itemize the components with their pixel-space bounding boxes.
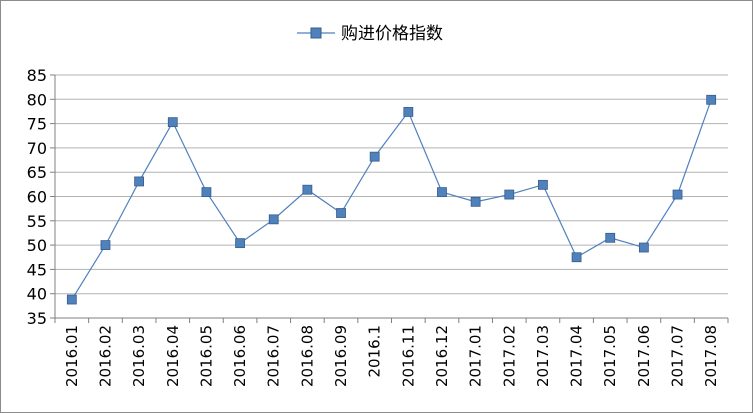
series-group (66, 94, 717, 305)
data-point-2017.08 (706, 94, 717, 105)
x-tick-label-2016.04: 2016.04 (164, 325, 182, 387)
data-point-2016.02 (100, 240, 111, 251)
data-point-2016.06 (235, 238, 245, 249)
data-point-2016.1 (369, 151, 380, 162)
y-tick-label-65: 65 (27, 163, 47, 182)
data-point-2016.09 (336, 208, 346, 218)
y-tick-label-40: 40 (27, 285, 47, 304)
x-tick-label-2016.03: 2016.03 (130, 325, 148, 387)
data-point-2016.12 (437, 187, 447, 198)
gridlines (55, 74, 728, 295)
x-tick-label-2016.05: 2016.05 (197, 325, 215, 387)
y-tick-label-55: 55 (27, 212, 47, 231)
series-line (71, 99, 712, 300)
y-axis-ticks: 35 40 45 50 55 60 65 70 75 80 85 (27, 66, 55, 328)
x-tick-label-2017.08: 2017.08 (702, 325, 720, 387)
data-point-2017.04 (571, 252, 582, 263)
y-tick-label-85: 85 (27, 66, 47, 85)
legend-marker-icon (310, 27, 322, 39)
x-tick-label-2016.09: 2016.09 (332, 325, 350, 387)
x-tick-label-2017.07: 2017.07 (669, 325, 687, 387)
data-point-2016.11 (403, 107, 414, 117)
x-tick-label-2016.1: 2016.1 (366, 325, 384, 378)
x-tick-label-2016.11: 2016.11 (399, 325, 417, 387)
data-point-2017.02 (504, 189, 515, 200)
data-point-2016.07 (268, 214, 279, 225)
data-point-2017.01 (470, 196, 481, 207)
x-tick-label-2016.02: 2016.02 (96, 325, 114, 387)
x-tick-label-2016.07: 2016.07 (265, 325, 283, 387)
data-point-2017.05 (605, 232, 616, 243)
x-tick-label-2016.06: 2016.06 (231, 325, 249, 387)
x-tick-label-2016.08: 2016.08 (298, 325, 316, 387)
legend: 购进价格指数 (297, 24, 443, 44)
x-axis-ticks: 2016.01 2016.02 2016.03 2016.04 2016.05 2016.… (54, 318, 729, 387)
y-tick-label-70: 70 (27, 139, 47, 158)
data-point-2016.05 (201, 187, 212, 198)
x-tick-label-2017.03: 2017.03 (534, 325, 552, 387)
data-point-2017.06 (638, 242, 649, 253)
y-tick-label-60: 60 (27, 188, 47, 207)
y-tick-label-75: 75 (27, 115, 47, 134)
x-tick-label-2016.01: 2016.01 (63, 325, 81, 387)
data-point-2016.01 (66, 294, 77, 305)
data-point-2017.07 (672, 189, 683, 200)
data-point-2017.03 (538, 179, 548, 190)
x-tick-label-2017.04: 2017.04 (568, 325, 586, 387)
x-tick-label-2016.12: 2016.12 (433, 325, 451, 387)
y-tick-label-45: 45 (27, 260, 47, 279)
data-point-2016.08 (302, 184, 313, 195)
y-tick-label-50: 50 (27, 236, 47, 255)
legend-label: 购进价格指数 (341, 24, 443, 44)
x-tick-label-2017.02: 2017.02 (500, 325, 518, 387)
x-tick-label-2017.01: 2017.01 (467, 325, 485, 387)
y-tick-label-80: 80 (27, 90, 47, 109)
x-tick-label-2017.06: 2017.06 (635, 325, 653, 387)
data-point-2016.03 (134, 176, 145, 187)
x-tick-label-2017.05: 2017.05 (601, 325, 619, 387)
data-point-2016.04 (167, 117, 178, 128)
y-tick-label-35: 35 (27, 309, 47, 328)
